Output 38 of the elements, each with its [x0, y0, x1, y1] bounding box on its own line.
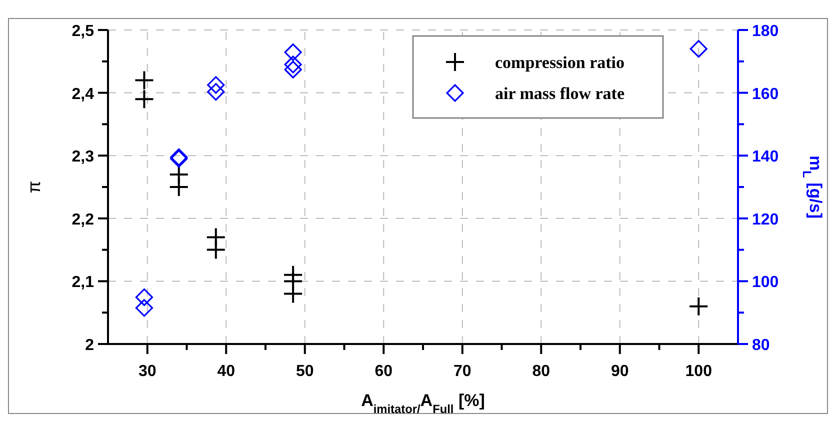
point [688, 296, 709, 316]
y2-tick-label: 140 [752, 148, 779, 166]
point [135, 288, 154, 306]
x-tick-label: 70 [453, 363, 472, 380]
x-tick-label: 100 [685, 363, 712, 380]
point [207, 76, 225, 94]
y-tick-label: 2,2 [72, 211, 94, 228]
point [134, 70, 154, 90]
point [690, 40, 708, 58]
point [284, 56, 302, 74]
point [283, 284, 304, 304]
y-tick-label: 2,3 [72, 148, 94, 166]
point [134, 89, 154, 110]
y2-tick-label: 120 [752, 211, 779, 228]
y-tick-label: 2,4 [72, 86, 94, 103]
point [206, 240, 226, 260]
point [168, 177, 189, 197]
x-tick-label: 50 [296, 363, 314, 380]
x-tick-label: 90 [610, 363, 629, 380]
x-tick-label: 40 [217, 363, 236, 380]
point [284, 60, 302, 78]
x-tick-label: 80 [532, 363, 550, 380]
y2-tick-label: 160 [752, 86, 779, 103]
legend-label: compression ratio [495, 53, 625, 72]
y-tick-label: 2 [85, 337, 94, 354]
y2-tick-label: 180 [752, 23, 779, 40]
point [207, 83, 225, 101]
y2-tick-label: 80 [752, 337, 770, 354]
y2-tick-label: 100 [752, 274, 779, 292]
y-axis-title: π [24, 180, 44, 194]
point [135, 299, 154, 317]
y-tick-label: 2,1 [72, 274, 94, 292]
x-axis-title: A$_{imitator/}$A$_{Full}$ [%] [361, 391, 485, 416]
point [284, 43, 302, 62]
x-tick-label: 60 [374, 363, 393, 380]
legend-label: air mass flow rate [495, 84, 625, 103]
y-tick-label: 2,5 [72, 23, 94, 40]
x-tick-label: 30 [138, 363, 156, 380]
